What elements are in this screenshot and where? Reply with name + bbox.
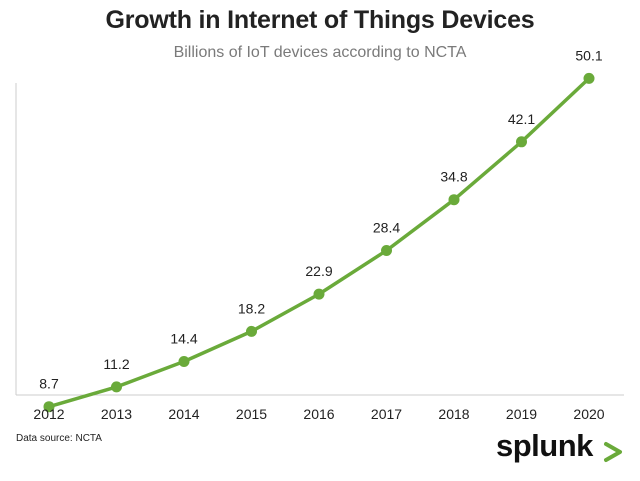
data-point-2018 <box>448 194 460 206</box>
x-tick-label-2013: 2013 <box>101 406 132 422</box>
x-tick-label-2018: 2018 <box>438 406 469 422</box>
chart-subtitle: Billions of IoT devices according to NCT… <box>173 44 467 61</box>
splunk-logo: splunk <box>496 428 593 463</box>
data-point-2020 <box>583 72 595 84</box>
data-point-2017 <box>381 245 392 256</box>
x-tick-label-2020: 2020 <box>573 406 604 422</box>
data-point-2016 <box>313 288 325 300</box>
data-label-2017: 28.4 <box>373 220 400 236</box>
data-point-2012 <box>43 401 55 413</box>
data-label-2016: 22.9 <box>305 263 332 279</box>
data-label-2013: 11.2 <box>103 356 129 372</box>
data-point-2013 <box>111 381 122 393</box>
data-label-2019: 42.1 <box>508 111 535 127</box>
data-source-note: Data source: NCTA <box>16 433 102 444</box>
data-point-2014 <box>178 356 190 367</box>
x-tick-label-2012: 2012 <box>33 406 64 422</box>
x-tick-label-2019: 2019 <box>506 406 537 422</box>
data-label-2014: 14.4 <box>170 331 197 347</box>
x-tick-label-2016: 2016 <box>303 406 334 422</box>
series-line <box>47 76 591 409</box>
x-tick-label-2015: 2015 <box>236 406 267 422</box>
data-label-2020: 50.1 <box>575 47 602 63</box>
chart-title: Growth in Internet of Things Devices <box>105 6 535 34</box>
data-label-2015: 18.2 <box>238 300 265 316</box>
data-point-2019 <box>516 136 527 148</box>
data-point-2015 <box>246 325 257 337</box>
x-tick-label-2017: 2017 <box>371 406 402 422</box>
data-label-2012: 8.7 <box>39 376 59 392</box>
splunk-chevron-icon <box>604 442 622 462</box>
x-tick-label-2014: 2014 <box>168 406 199 422</box>
data-label-2018: 34.8 <box>440 169 467 185</box>
